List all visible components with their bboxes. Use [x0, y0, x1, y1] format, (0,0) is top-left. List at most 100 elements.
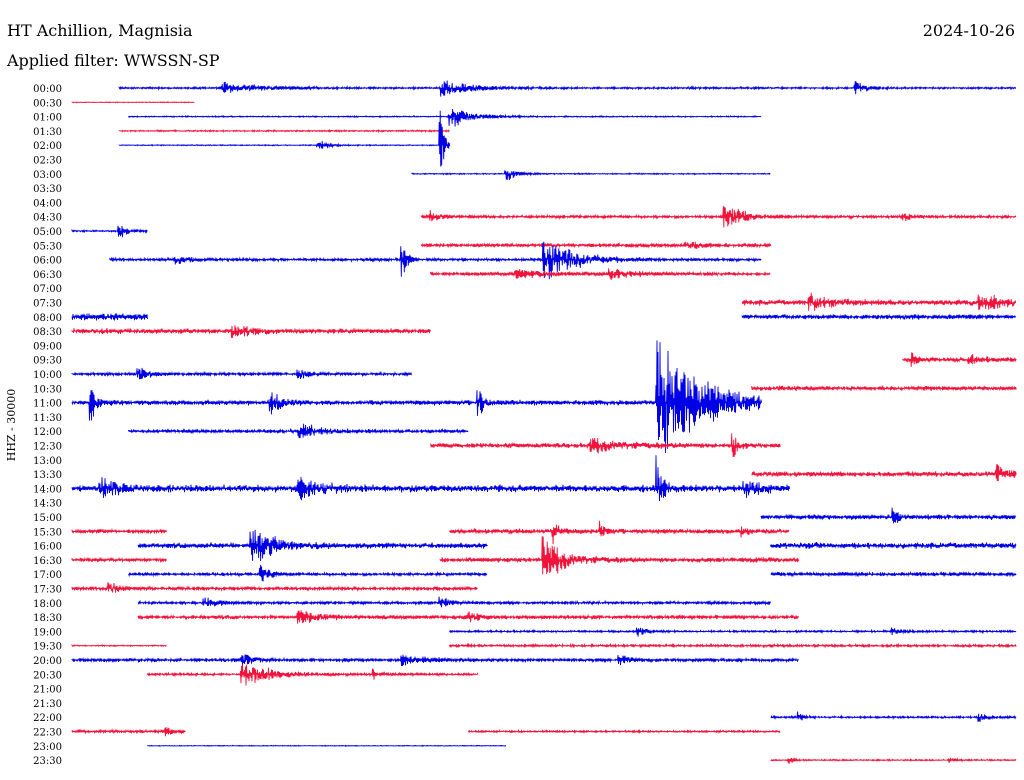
tick-label: 15:30: [33, 527, 62, 538]
trace-row: [118, 110, 451, 167]
tick-label: 01:30: [33, 127, 62, 138]
trace-row: [147, 744, 507, 747]
tick-label: 23:00: [33, 742, 62, 753]
tick-label: 05:00: [33, 227, 62, 238]
tick-label: 05:30: [33, 241, 62, 252]
tick-label: 00:30: [33, 98, 62, 109]
trace-row: [770, 711, 1017, 723]
tick-label: 03:30: [33, 184, 62, 195]
trace-row: [770, 542, 1017, 550]
trace-row: [71, 225, 148, 238]
trace-row: [741, 292, 1017, 311]
trace-row: [71, 582, 478, 593]
trace-row: [411, 170, 771, 181]
trace-row: [71, 528, 167, 535]
traces: [71, 80, 1017, 764]
trace-row: [71, 654, 799, 668]
trace-row: [449, 627, 1017, 637]
trace-row: [137, 529, 488, 562]
station-title: HT Achillion, Magnisia: [7, 21, 193, 40]
filter-label: Applied filter: WWSSN-SP: [6, 51, 220, 70]
tick-label: 19:00: [33, 627, 62, 638]
trace-row: [439, 536, 800, 575]
tick-label: 17:30: [33, 585, 62, 596]
trace-row: [118, 80, 1017, 97]
tick-label: 06:00: [33, 256, 62, 267]
tick-label: 19:30: [33, 642, 62, 653]
tick-label: 08:30: [33, 327, 62, 338]
date-label: 2024-10-26: [923, 21, 1015, 40]
trace-row: [71, 367, 412, 380]
tick-label: 23:30: [33, 756, 62, 767]
trace-row: [137, 610, 799, 624]
tick-label: 22:00: [33, 713, 62, 724]
trace-row: [449, 520, 790, 545]
trace-row: [71, 455, 790, 502]
tick-label: 20:30: [33, 670, 62, 681]
tick-label: 16:00: [33, 542, 62, 553]
tick-label: 08:00: [33, 313, 62, 324]
tick-label: 12:30: [33, 442, 62, 453]
trace-row: [71, 726, 186, 737]
tick-label: 04:30: [33, 213, 62, 224]
tick-label: 04:00: [33, 198, 62, 209]
trace-row: [71, 556, 167, 564]
tick-label: 06:30: [33, 270, 62, 281]
trace-row: [468, 728, 781, 735]
tick-label: 02:00: [33, 141, 62, 152]
trace-row: [770, 757, 1017, 764]
trace-row: [741, 313, 1017, 321]
trace-row: [751, 464, 1017, 482]
trace-row: [71, 325, 431, 338]
trace-row: [147, 664, 479, 686]
trace-row: [420, 241, 772, 249]
tick-label: 21:00: [33, 685, 62, 696]
tick-label: 16:30: [33, 556, 62, 567]
tick-label: 18:30: [33, 613, 62, 624]
trace-row: [449, 642, 1017, 649]
tick-label: 10:00: [33, 370, 62, 381]
tick-label: 02:30: [33, 156, 62, 167]
trace-row: [71, 643, 167, 648]
tick-label: 11:00: [33, 399, 62, 410]
tick-label: 00:00: [33, 84, 62, 95]
tick-label: 13:00: [33, 456, 62, 467]
tick-label: 09:00: [33, 341, 62, 352]
time-labels: 00:00 00:30 01:00 01:30 02:00 02:30 03:00 03:30…: [33, 84, 62, 767]
trace-row: [71, 313, 148, 321]
trace-row: [902, 352, 1017, 367]
tick-label: 07:30: [33, 299, 62, 310]
trace-row: [420, 206, 1017, 228]
tick-label: 10:30: [33, 384, 62, 395]
trace-row: [430, 268, 771, 281]
trace-row: [109, 241, 762, 280]
tick-label: 20:00: [33, 656, 62, 667]
trace-row: [128, 108, 762, 127]
tick-label: 12:00: [33, 427, 62, 438]
trace-row: [128, 564, 488, 582]
y-axis-label: HHZ - 30000: [5, 389, 18, 462]
trace-row: [118, 128, 450, 134]
tick-label: 14:00: [33, 484, 62, 495]
tick-label: 03:00: [33, 170, 62, 181]
tick-label: 09:30: [33, 356, 62, 367]
tick-label: 13:30: [33, 470, 62, 481]
tick-label: 07:00: [33, 284, 62, 295]
tick-label: 21:30: [33, 699, 62, 710]
trace-row: [128, 423, 469, 439]
trace-row: [760, 507, 1017, 524]
tick-label: 17:00: [33, 570, 62, 581]
tick-label: 22:30: [33, 728, 62, 739]
tick-label: 11:30: [33, 413, 62, 424]
tick-label: 18:00: [33, 599, 62, 610]
tick-label: 01:00: [33, 113, 62, 124]
trace-row: [751, 385, 1017, 392]
trace-row: [71, 340, 762, 454]
tick-label: 14:30: [33, 499, 62, 510]
trace-row: [71, 101, 195, 104]
tick-label: 15:00: [33, 513, 62, 524]
trace-row: [770, 570, 1017, 578]
trace-row: [137, 596, 771, 608]
trace-row: [430, 433, 781, 458]
